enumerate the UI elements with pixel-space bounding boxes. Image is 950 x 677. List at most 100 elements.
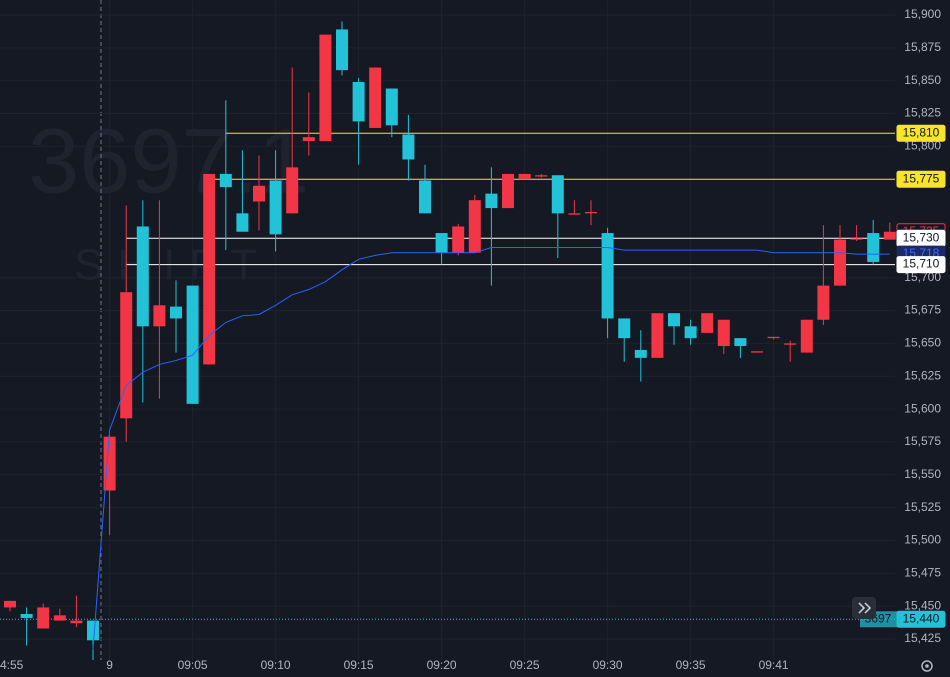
candle-body [651,313,664,358]
y-tick-label: 15,875 [904,40,941,54]
y-tick-label: 15,850 [904,73,941,87]
candle-body [70,620,83,624]
price-label-box [896,610,946,628]
candle-body [817,285,830,320]
candle-body [402,134,415,160]
price-axis: 15,425 15,450 15,475 15,500 15,525 15,550 15,5… [0,7,946,672]
candle-body [219,173,232,188]
x-tick-label: 09:05 [178,658,208,672]
price-label-box [896,170,946,188]
y-tick-label: 15,650 [904,336,941,350]
x-tick-label: 09:41 [759,658,789,672]
candle-body [186,285,199,404]
y-tick-label: 15,500 [904,533,941,547]
candle-body [269,180,282,235]
candle-body [767,336,780,339]
y-tick-label: 15,525 [904,500,941,514]
y-tick-label: 15,900 [904,7,941,21]
x-tick-label: 4:55 [0,658,24,672]
settings-icon[interactable] [921,660,933,672]
price-label-box [896,256,946,274]
candle-body [53,615,66,621]
candle-body [352,81,365,122]
candle-body [136,226,149,327]
candle-body [153,305,166,327]
candle-body [734,338,747,347]
candle-body [701,313,714,333]
moving-average [92,247,890,650]
candle-body [618,318,631,339]
y-tick-label: 15,700 [904,270,941,284]
y-tick-label: 15,425 [904,631,941,645]
candle-body [4,600,16,608]
price-label: 15,440 [903,611,940,625]
candle-body [236,213,249,232]
candle-body [435,233,448,253]
candle-body [568,213,581,215]
candle-body [286,167,299,214]
candle-body [468,200,481,253]
candle-body [203,173,216,365]
candle-body [585,212,597,214]
y-tick-label: 15,625 [904,368,941,382]
y-tick-label: 15,600 [904,401,941,415]
candle-body [535,175,548,177]
candle-body [634,349,647,358]
x-tick-label: 09:20 [427,658,457,672]
candle-body [601,233,614,319]
candle-body [751,351,763,353]
watermark-symbol: 3697.1 [28,110,309,212]
candle-body [120,292,133,419]
candle-body [800,319,813,353]
candle-body [336,29,348,71]
candle-body [253,185,265,202]
candle-body [87,620,99,641]
candle-body [850,238,863,240]
plot [4,21,896,660]
x-tick-label: 09:35 [676,658,706,672]
scroll-button[interactable] [852,597,876,619]
candle-body [784,343,797,345]
candle-body [551,175,564,214]
y-tick-label: 15,450 [904,598,941,612]
candle-body [419,180,431,214]
y-tick-label: 15,575 [904,434,941,448]
candle-body [867,233,880,262]
candle-body [103,436,116,491]
candle-body [385,88,398,126]
candle-body [684,326,697,339]
x-tick-label: 09:30 [593,658,623,672]
y-tick-label: 15,800 [904,139,941,153]
x-tick-label: 09:15 [344,658,374,672]
candle-body [834,239,846,286]
candle-body [518,173,531,180]
price-label-box [896,124,946,142]
candle-body [170,306,182,319]
candle-body [302,137,315,142]
grid [0,132,895,620]
candle-body [452,226,465,253]
candle-body [369,67,382,128]
candle-body [883,231,896,240]
candle-body [319,34,332,142]
y-tick-label: 15,675 [904,303,941,317]
price-label: 15,775 [903,171,940,185]
y-tick-label: 15,550 [904,467,941,481]
candle-body [37,607,50,629]
y-tick-label: 15,825 [904,106,941,120]
candle-body [668,313,680,327]
x-tick-label: 9 [106,658,113,672]
candle-body [20,614,33,618]
price-label: 15,710 [903,257,940,271]
price-label: 15,730 [903,230,940,244]
candle-body [502,173,514,209]
candle-body [485,193,498,209]
y-tick-label: 15,475 [904,565,941,579]
candle-body [717,319,730,347]
x-tick-label: 09:25 [510,658,540,672]
watermark-label: SHIFT [74,241,271,290]
x-tick-label: 09:10 [261,658,291,672]
price-label: 15,810 [903,125,940,139]
